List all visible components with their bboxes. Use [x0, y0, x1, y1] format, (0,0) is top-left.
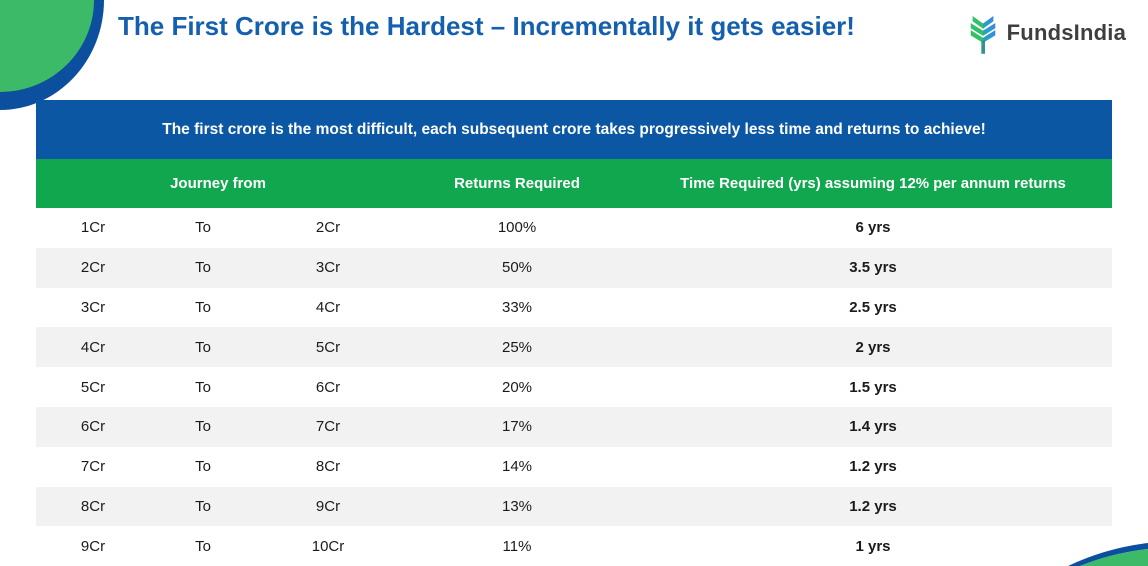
cell-to: 2Cr — [315, 219, 341, 237]
cell-time: 1.2 yrs — [849, 458, 897, 476]
cell-connector: To — [195, 259, 211, 277]
corner-decoration-bottom-right-icon — [1068, 543, 1148, 566]
cell-from: 2Cr — [80, 259, 106, 277]
header-time-required: Time Required (yrs) assuming 12% per ann… — [680, 175, 1066, 192]
cell-from: 6Cr — [80, 418, 106, 436]
cell-returns: 11% — [502, 537, 532, 555]
table-row: 5Cr To 6Cr 20% 1.5 yrs — [36, 367, 1112, 407]
cell-returns: 17% — [501, 418, 533, 436]
cell-time: 6 yrs — [855, 219, 891, 237]
cell-time: 2.5 yrs — [849, 298, 897, 316]
cell-to: 7Cr — [315, 418, 341, 436]
table-row: 8Cr To 9Cr 13% 1.2 yrs — [36, 486, 1112, 527]
cell-from: 4Cr — [80, 338, 106, 356]
cell-to: 3Cr — [315, 259, 341, 277]
cell-returns: 100% — [497, 219, 537, 237]
cell-from: 7Cr — [80, 458, 106, 476]
cell-returns: 20% — [501, 378, 533, 396]
cell-time: 1 yrs — [855, 537, 891, 555]
table-row: 2Cr To 3Cr 50% 3.5 yrs — [36, 247, 1112, 288]
brand-wordmark: FundsIndia — [1006, 20, 1126, 45]
cell-connector: To — [195, 298, 211, 316]
table-row: 6Cr To 7Cr 17% 1.4 yrs — [36, 406, 1112, 447]
cell-to: 8Cr — [315, 458, 341, 476]
cell-time: 1.4 yrs — [849, 418, 897, 436]
fundsindia-tree-icon — [970, 16, 995, 54]
cell-from: 8Cr — [80, 497, 106, 515]
header-returns-required: Returns Required — [454, 175, 580, 192]
cell-connector: To — [195, 219, 211, 237]
cell-to: 10Cr — [311, 537, 345, 555]
page-title: The First Crore is the Hardest – Increme… — [118, 11, 855, 41]
table-row: 4Cr To 5Cr 25% 2 yrs — [36, 327, 1112, 368]
cell-to: 6Cr — [315, 378, 341, 396]
cell-to: 4Cr — [315, 298, 341, 316]
cell-returns: 13% — [501, 497, 533, 515]
cell-connector: To — [195, 418, 211, 436]
key-message-banner: The first crore is the most difficult, e… — [36, 100, 1112, 159]
cell-returns: 33% — [501, 298, 533, 316]
table-row: 9Cr To 10Cr 11% 1 yrs — [36, 526, 1112, 566]
table-header: Journey from Returns Required Time Requi… — [36, 159, 1112, 208]
key-message-text: The first crore is the most difficult, e… — [162, 120, 986, 138]
cell-connector: To — [195, 378, 211, 396]
cell-from: 3Cr — [80, 298, 106, 316]
table-row: 3Cr To 4Cr 33% 2.5 yrs — [36, 287, 1112, 328]
cell-time: 3.5 yrs — [849, 259, 897, 277]
cell-returns: 25% — [501, 338, 533, 356]
corner-decoration-top-left-icon — [0, 0, 104, 110]
cell-returns: 14% — [501, 458, 533, 476]
cell-connector: To — [195, 338, 211, 356]
cell-to: 5Cr — [315, 338, 341, 356]
table-row: 7Cr To 8Cr 14% 1.2 yrs — [36, 446, 1112, 487]
brand-logo: FundsIndia — [966, 12, 1126, 54]
header-journey-from: Journey from — [170, 175, 266, 192]
cell-connector: To — [195, 497, 211, 515]
table-row: 1Cr To 2Cr 100% 6 yrs — [36, 208, 1112, 248]
cell-time: 1.5 yrs — [849, 378, 897, 396]
cell-to: 9Cr — [315, 497, 341, 515]
cell-connector: To — [195, 537, 211, 555]
cell-connector: To — [195, 458, 211, 476]
cell-time: 1.2 yrs — [849, 497, 897, 515]
cell-from: 9Cr — [80, 537, 106, 555]
cell-time: 2 yrs — [855, 338, 891, 356]
cell-from: 5Cr — [80, 378, 106, 396]
table-rows: 1Cr To 2Cr 100% 6 yrs 2Cr To 3Cr 50% 3.5 yrs 3Cr To… — [36, 208, 1112, 566]
cell-from: 1Cr — [80, 219, 106, 237]
cell-returns: 50% — [501, 259, 533, 277]
